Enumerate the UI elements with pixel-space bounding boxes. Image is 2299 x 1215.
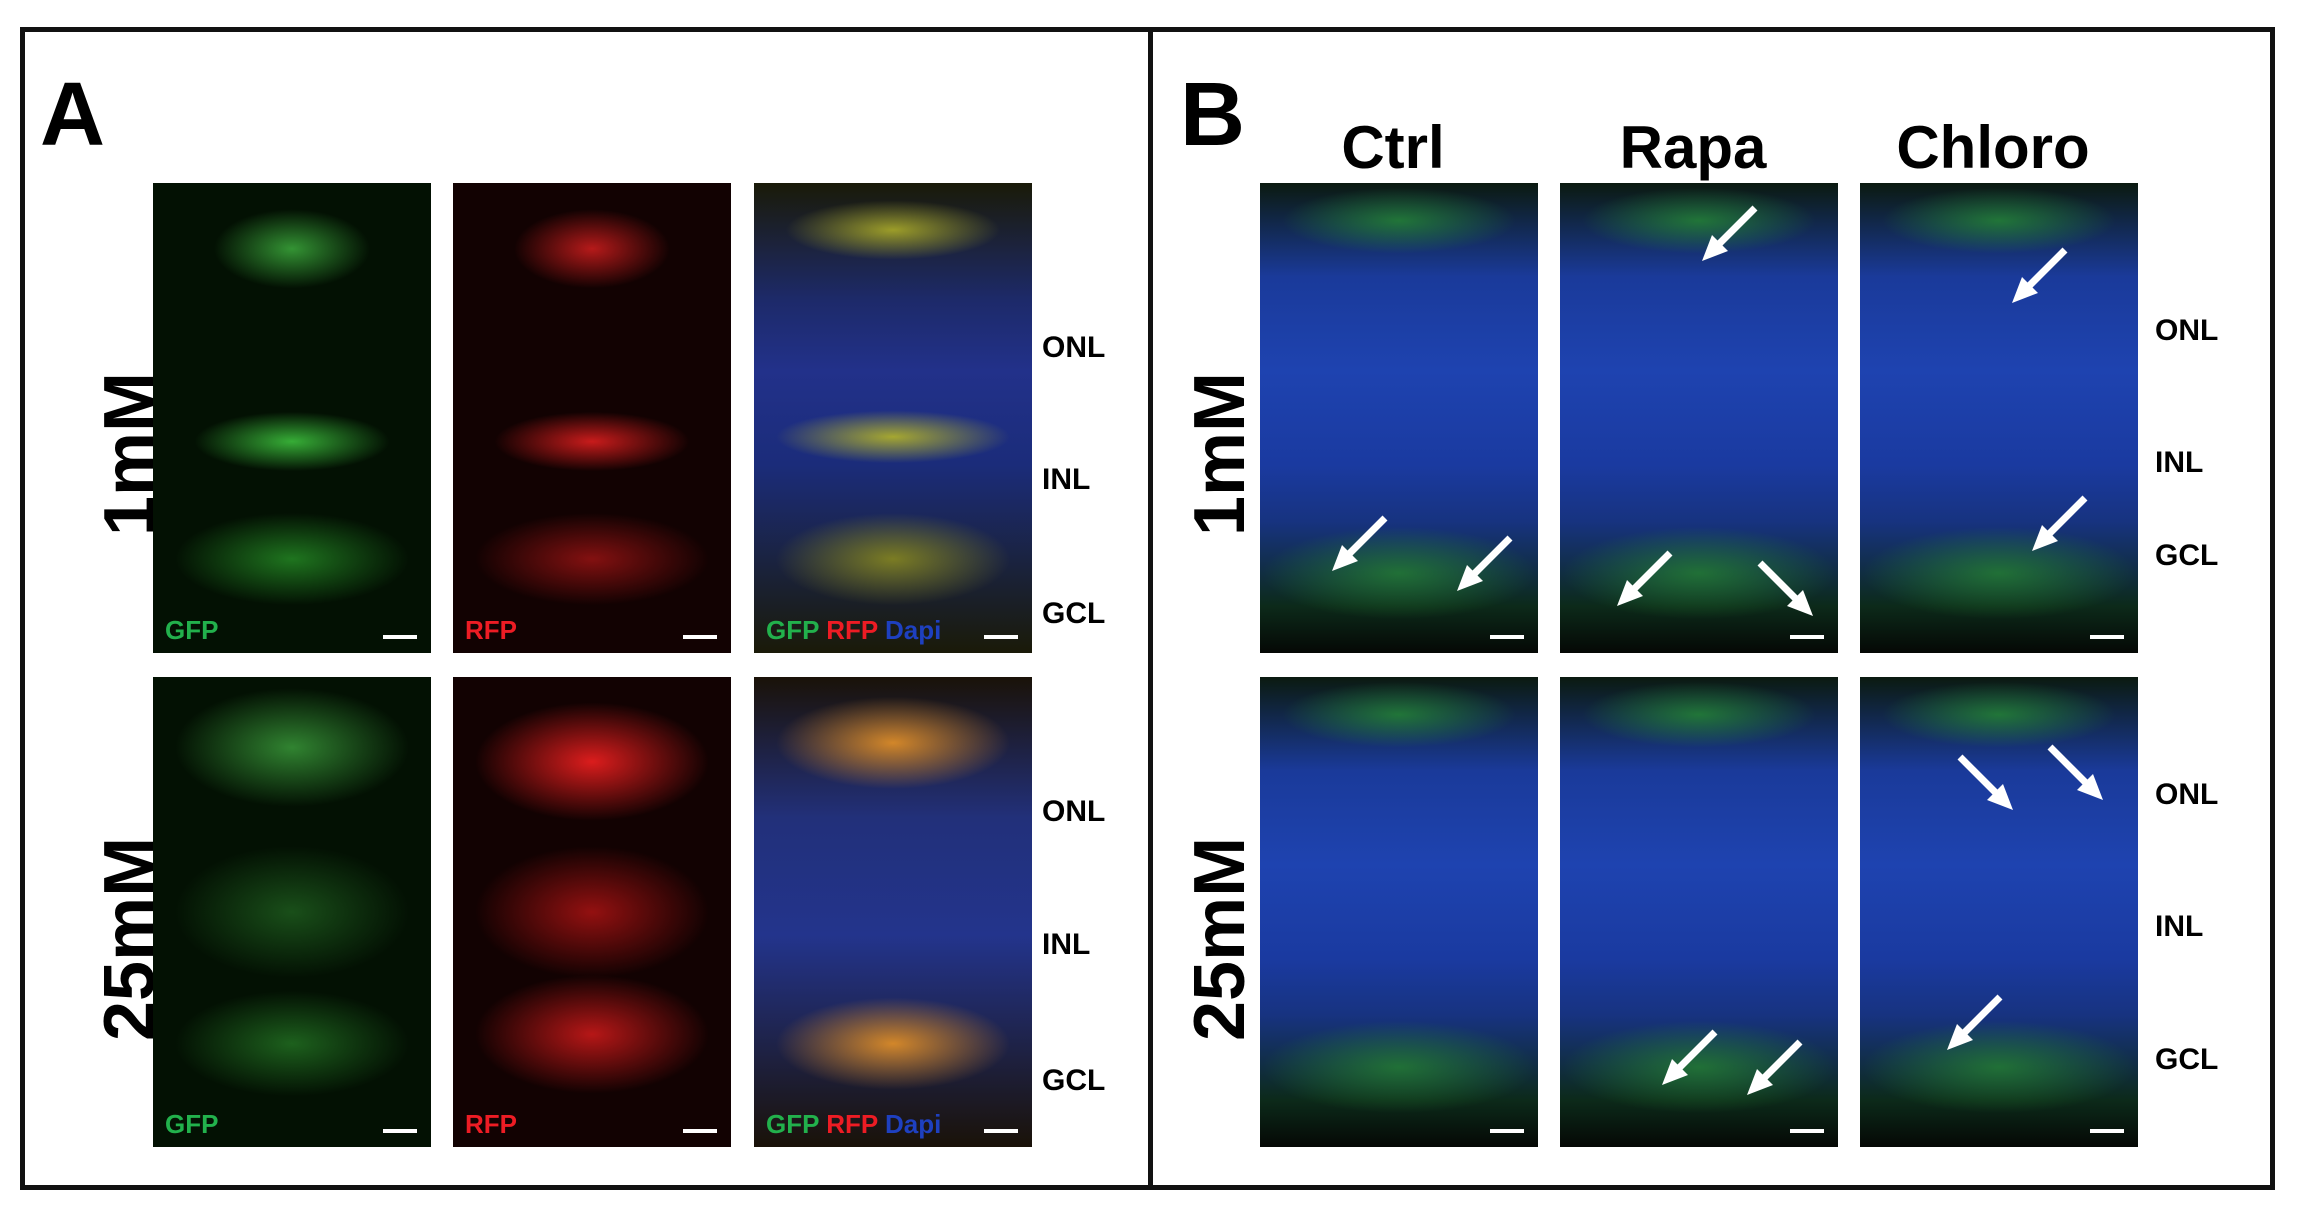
micrograph-b-1mm-chloro (1860, 183, 2138, 653)
micrograph-a-25mm-merge: GFP RFP Dapi (754, 677, 1032, 1147)
scale-bar (683, 635, 717, 639)
column-header-ctrl: Ctrl (1341, 114, 1445, 181)
panel-b-row-label-25mm: 25mM (1180, 836, 1260, 1041)
arrow-icon (1757, 560, 1813, 616)
panel-divider (1148, 27, 1153, 1190)
layer-label-onl: ONL (2155, 314, 2219, 347)
channel-label-rfp: RFP (826, 615, 878, 645)
panel-b-row-label-1mm: 1mM (1180, 371, 1260, 536)
channel-label-dapi: Dapi (884, 615, 942, 645)
scale-bar (2090, 1129, 2124, 1133)
micrograph-b-25mm-chloro (1860, 677, 2138, 1147)
channel-label-merge: GFP RFP Dapi (766, 1111, 941, 1137)
scale-bar (1790, 1129, 1824, 1133)
layer-label-onl: ONL (1042, 331, 1106, 364)
column-header-chloro: Chloro (1896, 114, 2090, 181)
channel-label-gfp: GFP (766, 1109, 819, 1139)
layer-label-inl: INL (2155, 910, 2204, 943)
panel-a-letter: A (40, 65, 105, 165)
channel-label-gfp: GFP (766, 615, 819, 645)
channel-label-rfp: RFP (465, 615, 517, 645)
scale-bar (2090, 635, 2124, 639)
channel-label-rfp: RFP (826, 1109, 878, 1139)
arrow-icon (1747, 1039, 1803, 1095)
channel-label-gfp: GFP (165, 615, 219, 645)
figure-frame (20, 27, 2275, 1190)
layer-label-gcl: GCL (1042, 597, 1106, 630)
layer-label-inl: INL (1042, 463, 1091, 496)
arrow-icon (2012, 247, 2068, 303)
arrow-icon (2032, 495, 2088, 551)
arrow-icon (1332, 515, 1388, 571)
layer-label-gcl: GCL (1042, 1064, 1106, 1097)
arrow-icon (1957, 754, 2013, 810)
arrow-icon (1457, 535, 1513, 591)
micrograph-a-25mm-rfp: RFP (453, 677, 731, 1147)
arrow-icon (1947, 994, 2003, 1050)
channel-label-gfp: GFP (165, 1109, 219, 1139)
arrow-icon (1662, 1029, 1718, 1085)
arrow-icon (2047, 744, 2103, 800)
channel-label-merge: GFP RFP Dapi (766, 617, 941, 643)
scale-bar (683, 1129, 717, 1133)
micrograph-a-1mm-gfp: GFP (153, 183, 431, 653)
arrow-icon (1617, 550, 1673, 606)
scale-bar (1490, 1129, 1524, 1133)
micrograph-b-1mm-rapa (1560, 183, 1838, 653)
micrograph-a-25mm-gfp: GFP (153, 677, 431, 1147)
scale-bar (383, 635, 417, 639)
channel-label-dapi: Dapi (884, 1109, 942, 1139)
layer-label-gcl: GCL (2155, 1043, 2219, 1076)
panel-b-letter: B (1180, 65, 1245, 165)
layer-label-gcl: GCL (2155, 539, 2219, 572)
micrograph-b-25mm-rapa (1560, 677, 1838, 1147)
scale-bar (984, 635, 1018, 639)
scale-bar (383, 1129, 417, 1133)
channel-label-rfp: RFP (465, 1109, 517, 1139)
layer-label-inl: INL (2155, 446, 2204, 479)
micrograph-b-25mm-ctrl (1260, 677, 1538, 1147)
micrograph-a-1mm-rfp: RFP (453, 183, 731, 653)
arrow-icon (1702, 205, 1758, 261)
scale-bar (1790, 635, 1824, 639)
layer-label-inl: INL (1042, 928, 1091, 961)
micrograph-a-1mm-merge: GFP RFP Dapi (754, 183, 1032, 653)
scale-bar (1490, 635, 1524, 639)
scale-bar (984, 1129, 1018, 1133)
layer-label-onl: ONL (2155, 778, 2219, 811)
micrograph-b-1mm-ctrl (1260, 183, 1538, 653)
column-header-rapa: Rapa (1619, 114, 1767, 181)
layer-label-onl: ONL (1042, 795, 1106, 828)
